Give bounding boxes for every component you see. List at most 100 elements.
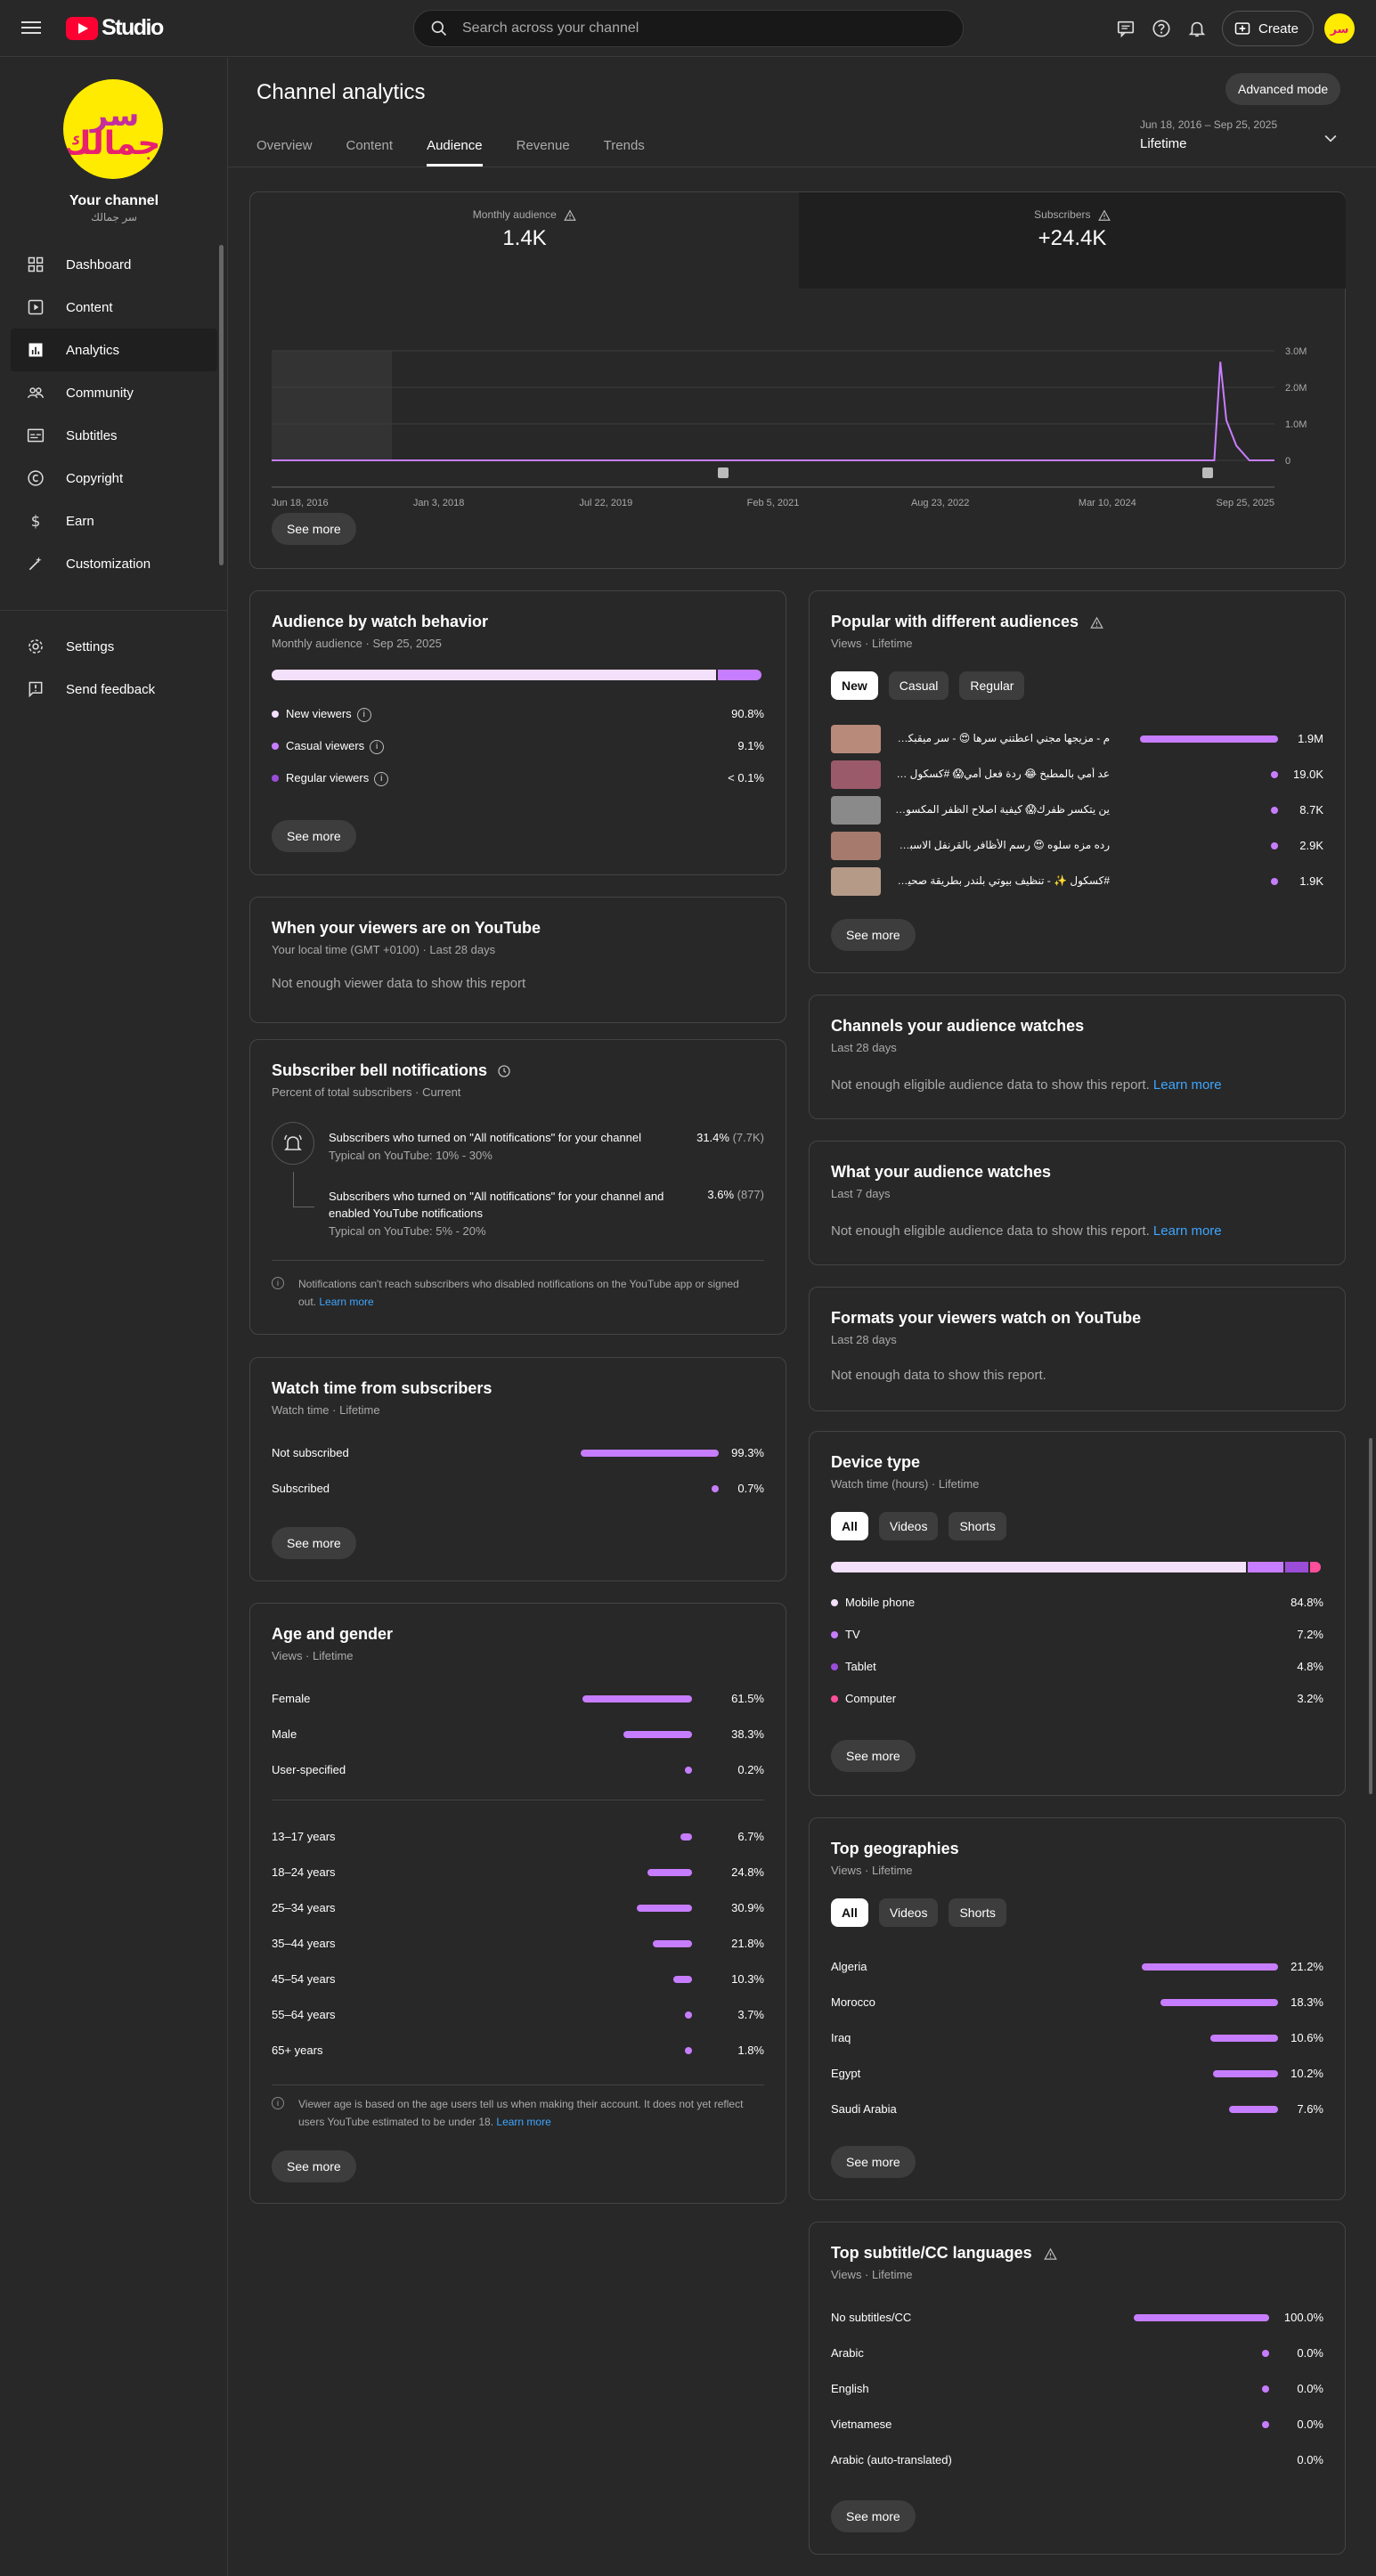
sidebar-item-copyright[interactable]: Copyright xyxy=(11,457,217,500)
chip-shorts[interactable]: Shorts xyxy=(949,1512,1006,1540)
row-value: 10.6% xyxy=(1291,2031,1323,2044)
video-title[interactable]: م - مزيجها مجني اعطتني سرها 😍 - سر ميقبك… xyxy=(892,732,1110,744)
sidebar-item-earn[interactable]: $ Earn xyxy=(11,500,217,542)
card-title: Age and gender xyxy=(272,1625,394,1643)
see-more-button[interactable]: See more xyxy=(272,2150,356,2182)
sidebar-item-content[interactable]: Content xyxy=(11,286,217,329)
learn-more-link[interactable]: Learn more xyxy=(319,1296,374,1308)
value-bar xyxy=(623,1731,692,1738)
see-more-button[interactable]: See more xyxy=(272,1527,356,1559)
legend-label: Computer xyxy=(845,1692,897,1705)
tab-revenue[interactable]: Revenue xyxy=(516,138,570,153)
studio-logo[interactable]: Studio xyxy=(66,15,164,41)
video-thumbnail[interactable] xyxy=(831,796,881,825)
legend-value: < 0.1% xyxy=(728,771,764,784)
video-thumbnail[interactable] xyxy=(831,725,881,753)
video-title[interactable]: #كسكول ✨ - تنظيف بيوتي بلندر بطريقة صحيح… xyxy=(892,874,1110,887)
see-more-button[interactable]: See more xyxy=(831,919,916,951)
sidebar-item-subtitles[interactable]: Subtitles xyxy=(11,414,217,457)
card-title: What your audience watches xyxy=(831,1163,1052,1181)
video-thumbnail[interactable] xyxy=(831,832,881,860)
menu-icon[interactable] xyxy=(21,18,41,37)
chip-casual[interactable]: Casual xyxy=(888,671,949,700)
sidebar-item-dashboard[interactable]: Dashboard xyxy=(11,243,217,286)
copyright-icon xyxy=(25,467,46,489)
tab-overview[interactable]: Overview xyxy=(256,138,313,153)
chip-shorts[interactable]: Shorts xyxy=(949,1898,1006,1927)
video-thumbnail[interactable] xyxy=(831,760,881,789)
metric-subscribers[interactable]: Subscribers +24.4K xyxy=(799,192,1346,288)
learn-more-link[interactable]: Learn more xyxy=(496,2116,551,2128)
messages-icon[interactable] xyxy=(1114,17,1137,40)
chip-all[interactable]: All xyxy=(831,1512,868,1540)
sidebar-item-analytics[interactable]: Analytics xyxy=(11,329,217,371)
info-icon[interactable]: i xyxy=(356,707,371,722)
stack-segment xyxy=(272,670,717,680)
chip-videos[interactable]: Videos xyxy=(878,1512,939,1540)
notifications-bell-icon[interactable] xyxy=(1185,17,1209,40)
settings-icon xyxy=(25,636,46,657)
chip-videos[interactable]: Videos xyxy=(878,1898,939,1927)
value-bar xyxy=(653,1940,692,1947)
sidebar-scrollbar[interactable] xyxy=(219,245,224,565)
card-title: Formats your viewers watch on YouTube xyxy=(831,1309,1142,1327)
legend-value: 9.1% xyxy=(737,739,764,752)
see-more-button[interactable]: See more xyxy=(831,2146,916,2178)
earn-icon: $ xyxy=(25,510,46,532)
x-tick-label: Jul 22, 2019 xyxy=(579,498,632,508)
stack-segment xyxy=(831,1562,1247,1572)
date-range[interactable]: Jun 18, 2016 – Sep 25, 2025 xyxy=(1140,118,1278,131)
video-title[interactable]: عد أمي بالمطبخ 😂 ردة فعل أمي😱 #كسكول #عز… xyxy=(892,768,1110,780)
card-subtitle: Views · Lifetime xyxy=(831,637,913,650)
date-label[interactable]: Lifetime xyxy=(1140,136,1187,151)
row-label: Female xyxy=(272,1692,311,1705)
tab-audience[interactable]: Audience xyxy=(427,138,483,167)
tab-content[interactable]: Content xyxy=(346,138,394,153)
video-title[interactable]: ين يتكسر ظفرك😱 كيفية اصلاح الظفر المكسور… xyxy=(892,803,1110,816)
sidebar-item-customization[interactable]: Customization xyxy=(11,542,217,585)
legend-dot xyxy=(831,1663,838,1670)
video-thumbnail[interactable] xyxy=(831,867,881,896)
metric-value: +24.4K xyxy=(1038,226,1107,250)
card-subtitle: Watch time (hours) · Lifetime xyxy=(831,1477,980,1491)
account-avatar[interactable]: سر xyxy=(1324,13,1355,44)
sidebar-item-feedback[interactable]: Send feedback xyxy=(11,668,217,711)
value-dot xyxy=(1271,771,1278,778)
what-watch-card: What your audience watches Last 7 days N… xyxy=(809,1141,1346,1265)
learn-more-link[interactable]: Learn more xyxy=(1152,1223,1222,1239)
legend-label: Casual viewers i xyxy=(286,739,385,754)
chip-all[interactable]: All xyxy=(831,1898,868,1927)
learn-more-link[interactable]: Learn more xyxy=(1152,1077,1222,1093)
advanced-mode-button[interactable]: Advanced mode xyxy=(1225,73,1341,105)
sidebar-item-community[interactable]: Community xyxy=(11,371,217,414)
see-more-button[interactable]: See more xyxy=(272,513,356,545)
chip-regular[interactable]: Regular xyxy=(959,671,1025,700)
value-bar xyxy=(1134,2314,1269,2321)
see-more-button[interactable]: See more xyxy=(272,820,356,852)
page-scrollbar[interactable] xyxy=(1369,1438,1372,1794)
see-more-button[interactable]: See more xyxy=(831,2500,916,2532)
help-icon[interactable] xyxy=(1150,17,1173,40)
channel-avatar[interactable]: سر جمالك xyxy=(63,79,163,179)
chip-new[interactable]: New xyxy=(831,671,878,700)
svg-text:سر: سر xyxy=(1330,23,1349,37)
search-icon xyxy=(431,20,447,37)
tab-trends[interactable]: Trends xyxy=(603,138,645,153)
bell-notifications-card: Subscriber bell notifications Percent of… xyxy=(249,1039,786,1335)
metric-monthly-audience[interactable]: Monthly audience 1.4K xyxy=(250,192,799,288)
create-button[interactable]: Create xyxy=(1222,11,1315,46)
video-title[interactable]: رده مزه سلوه 😍 رسم الأظافر بالقرنفل الاس… xyxy=(892,839,1110,851)
info-icon[interactable]: i xyxy=(374,771,389,786)
row-label: Subscribed xyxy=(272,1482,330,1495)
y-tick-label: 0 xyxy=(1285,456,1291,467)
formats-card: Formats your viewers watch on YouTube La… xyxy=(809,1287,1346,1411)
row-label: Not subscribed xyxy=(272,1446,349,1459)
see-more-button[interactable]: See more xyxy=(831,1740,916,1772)
search-input[interactable] xyxy=(462,20,925,37)
sidebar-item-settings[interactable]: Settings xyxy=(11,625,217,668)
chevron-down-icon[interactable] xyxy=(1322,129,1339,151)
row-value: 0.0% xyxy=(1297,2346,1323,2360)
video-marker-icon xyxy=(718,467,729,478)
info-icon[interactable]: i xyxy=(370,739,385,754)
device-stack-bar xyxy=(831,1562,1321,1572)
